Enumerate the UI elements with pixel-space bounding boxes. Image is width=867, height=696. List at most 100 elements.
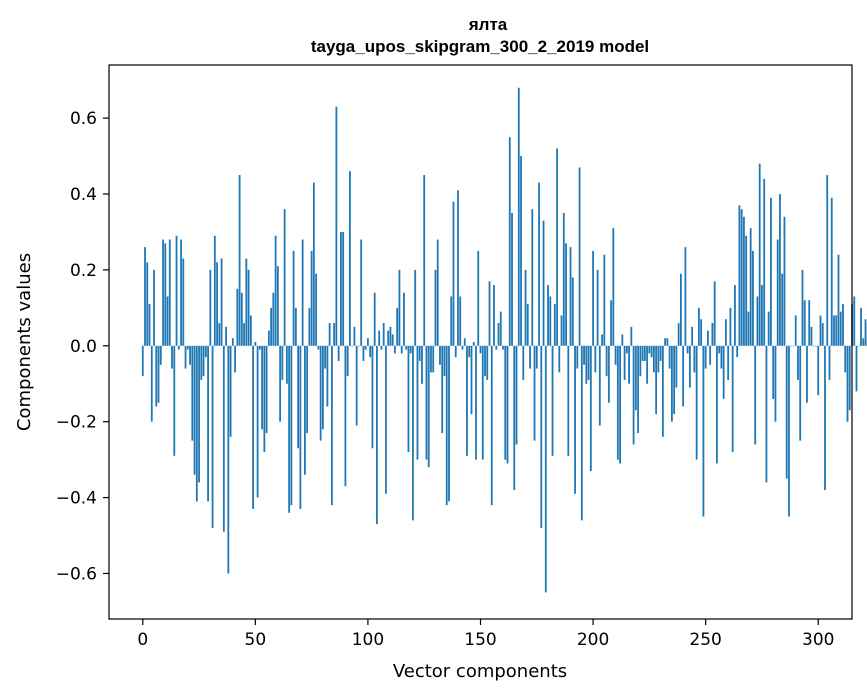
bar xyxy=(441,345,444,434)
bar xyxy=(398,269,401,346)
bar xyxy=(475,345,477,460)
y-tick-label: −0.6 xyxy=(56,564,97,584)
bar xyxy=(335,106,338,346)
chart-title: ялта xyxy=(468,15,508,34)
bar xyxy=(855,345,858,392)
bar xyxy=(830,197,833,346)
bar xyxy=(824,345,826,490)
bar xyxy=(342,231,345,346)
bar xyxy=(765,345,768,483)
x-axis-label: Vector components xyxy=(393,661,567,682)
bar xyxy=(164,243,167,346)
bar xyxy=(702,345,705,517)
bar xyxy=(535,345,538,369)
bar xyxy=(853,296,856,346)
x-tick-label: 200 xyxy=(577,630,609,650)
bar xyxy=(243,323,245,346)
bar xyxy=(463,338,466,346)
bar xyxy=(605,345,608,377)
bar xyxy=(321,345,324,430)
bar xyxy=(367,338,369,346)
bar xyxy=(148,304,151,346)
bar xyxy=(288,345,291,513)
bar xyxy=(470,345,473,415)
bar xyxy=(155,345,158,407)
bar xyxy=(306,345,309,434)
y-tick-label: −0.2 xyxy=(56,413,97,433)
bar xyxy=(542,220,545,346)
bar xyxy=(378,330,381,346)
bar xyxy=(783,216,786,346)
bar xyxy=(574,345,576,494)
bar xyxy=(216,262,218,346)
bar xyxy=(274,235,277,346)
bar xyxy=(254,342,257,346)
bar xyxy=(240,292,243,346)
bar xyxy=(549,296,552,346)
bar xyxy=(279,345,282,422)
bar xyxy=(146,262,149,346)
bar xyxy=(351,345,354,347)
bar xyxy=(794,315,797,346)
bar xyxy=(303,345,306,475)
bar xyxy=(848,345,851,411)
bar xyxy=(506,345,509,464)
bar xyxy=(202,345,205,377)
bar xyxy=(209,269,212,346)
bar xyxy=(468,345,471,358)
chart-subtitle: tayga_upos_skipgram_300_2_2019 model xyxy=(311,37,649,56)
bar xyxy=(596,269,599,346)
bar xyxy=(407,345,410,453)
bar xyxy=(238,175,241,346)
bar xyxy=(457,190,459,346)
bar xyxy=(695,345,698,460)
bar xyxy=(265,345,268,434)
bar xyxy=(434,269,437,346)
bar xyxy=(614,345,617,365)
y-tick-label: 0.0 xyxy=(70,337,97,357)
bar xyxy=(817,345,820,396)
bar xyxy=(754,345,757,445)
x-axis-ticks: 0 50 100 150 200 250 300 xyxy=(137,619,834,650)
bar xyxy=(369,345,372,358)
bar xyxy=(576,345,579,369)
bar xyxy=(416,345,419,460)
bar xyxy=(691,326,694,346)
bar xyxy=(562,212,565,346)
bar xyxy=(747,311,750,346)
bar xyxy=(499,311,502,346)
bar xyxy=(490,345,493,506)
bar xyxy=(315,273,318,346)
bar xyxy=(603,254,606,346)
bar xyxy=(752,250,754,346)
bar xyxy=(792,345,795,347)
bar xyxy=(835,315,838,346)
bar xyxy=(677,323,680,346)
bar xyxy=(666,338,669,346)
bar xyxy=(842,304,844,346)
bar xyxy=(294,307,297,346)
bar xyxy=(290,345,293,506)
y-axis-label: Components values xyxy=(14,253,35,431)
bar xyxy=(229,345,232,437)
bar xyxy=(346,345,349,377)
bar xyxy=(686,345,689,354)
bar xyxy=(740,209,743,346)
bar xyxy=(668,345,671,369)
bar xyxy=(578,167,581,346)
bar xyxy=(806,345,808,403)
bar xyxy=(249,315,252,346)
bar xyxy=(272,292,275,346)
plot-frame xyxy=(108,64,853,620)
y-tick-label: 0.6 xyxy=(70,109,97,129)
bar xyxy=(328,323,331,346)
bar xyxy=(425,345,428,460)
bar xyxy=(448,345,450,502)
bar xyxy=(157,345,160,403)
bar xyxy=(547,285,549,346)
bar xyxy=(844,345,847,373)
bar xyxy=(601,334,603,346)
bar xyxy=(317,345,320,350)
x-tick-label: 0 xyxy=(137,630,148,650)
